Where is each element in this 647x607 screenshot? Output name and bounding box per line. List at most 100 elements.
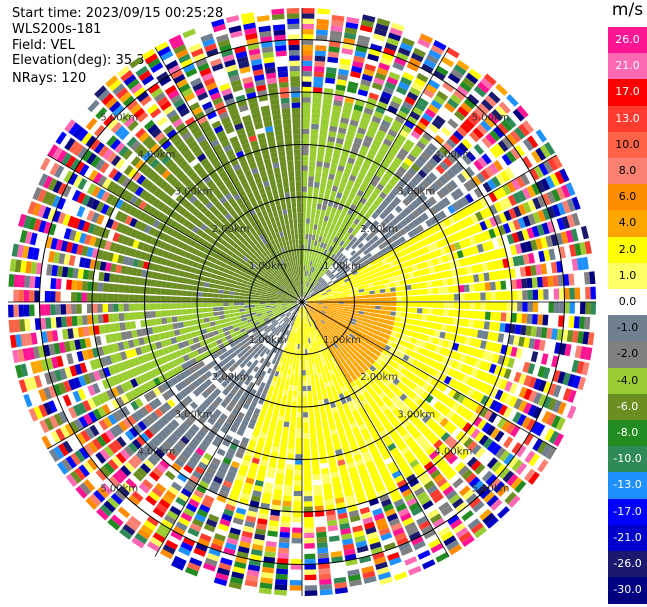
- velocity-gate: [320, 182, 326, 189]
- velocity-gate: [212, 307, 219, 312]
- velocity-gate: [471, 264, 479, 274]
- velocity-gate: [321, 172, 329, 179]
- velocity-gate: [378, 353, 386, 360]
- velocity-gate: [326, 292, 333, 295]
- velocity-gate: [333, 249, 339, 255]
- velocity-gate: [317, 145, 326, 152]
- velocity-gate: [330, 266, 336, 273]
- velocity-gate: [497, 333, 505, 343]
- velocity-gate: [461, 138, 473, 150]
- velocity-gate: [224, 282, 231, 287]
- velocity-gate: [503, 368, 512, 380]
- velocity-gate: [313, 187, 319, 193]
- velocity-gate: [400, 76, 412, 86]
- velocity-gate: [307, 186, 313, 193]
- velocity-gate: [454, 293, 460, 301]
- velocity-gate: [390, 266, 397, 272]
- velocity-gate: [403, 224, 412, 233]
- velocity-gate: [484, 397, 494, 408]
- velocity-gate: [374, 350, 382, 357]
- velocity-gate: [412, 218, 421, 227]
- velocity-gate: [29, 304, 35, 317]
- velocity-gate: [309, 291, 315, 296]
- velocity-gate: [358, 235, 365, 243]
- velocity-gate: [347, 179, 355, 187]
- velocity-gate: [356, 189, 364, 197]
- velocity-gate: [397, 110, 408, 120]
- velocity-gate: [330, 190, 337, 197]
- velocity-gate: [149, 303, 156, 310]
- velocity-gate: [303, 281, 306, 287]
- velocity-gate: [372, 263, 379, 270]
- velocity-gate: [327, 56, 339, 64]
- velocity-gate: [363, 287, 370, 292]
- velocity-gate: [454, 302, 460, 309]
- velocity-gate: [446, 153, 457, 164]
- velocity-gate: [304, 270, 307, 277]
- velocity-gate: [312, 304, 318, 307]
- velocity-gate: [459, 55, 473, 67]
- velocity-gate: [406, 290, 413, 296]
- velocity-gate: [482, 181, 492, 193]
- velocity-gate: [344, 224, 350, 232]
- velocity-gate: [270, 303, 276, 306]
- velocity-gate: [337, 276, 343, 281]
- velocity-gate: [406, 153, 417, 163]
- velocity-gate: [331, 288, 337, 292]
- velocity-gate: [428, 235, 436, 244]
- velocity-gate: [224, 286, 230, 291]
- velocity-gate: [527, 213, 536, 226]
- velocity-gate: [274, 430, 282, 437]
- velocity-gate: [425, 127, 436, 138]
- velocity-gate: [516, 313, 523, 323]
- velocity-gate: [316, 263, 321, 270]
- velocity-gate: [81, 281, 88, 291]
- velocity-gate: [318, 285, 324, 290]
- velocity-gate: [443, 309, 449, 316]
- velocity-gate: [327, 304, 334, 307]
- velocity-gate: [352, 315, 358, 320]
- velocity-gate: [311, 297, 318, 300]
- velocity-gate: [561, 329, 569, 342]
- velocity-gate: [202, 297, 208, 302]
- velocity-gate: [361, 280, 368, 286]
- velocity-gate: [480, 302, 486, 310]
- velocity-gate: [318, 447, 326, 454]
- velocity-gate: [290, 422, 296, 428]
- velocity-gate: [102, 313, 109, 323]
- velocity-gate: [361, 224, 369, 232]
- velocity-gate: [412, 331, 419, 339]
- velocity-gate: [309, 369, 314, 376]
- velocity-gate: [376, 18, 391, 27]
- velocity-gate: [332, 9, 346, 17]
- velocity-gate: [569, 244, 577, 257]
- velocity-gate: [338, 68, 349, 76]
- velocity-gate: [399, 280, 406, 286]
- velocity-gate: [514, 144, 526, 157]
- velocity-gate: [285, 469, 294, 476]
- velocity-gate: [289, 358, 293, 365]
- velocity-gate: [326, 310, 332, 314]
- velocity-gate: [369, 309, 376, 313]
- velocity-gate: [372, 235, 379, 242]
- velocity-gate: [493, 226, 502, 237]
- velocity-gate: [466, 376, 475, 387]
- velocity-gate: [305, 294, 310, 299]
- velocity-gate: [344, 213, 352, 220]
- velocity-gate: [351, 186, 359, 194]
- velocity-gate: [361, 342, 369, 348]
- velocity-gate: [366, 171, 375, 179]
- velocity-gate: [537, 365, 546, 378]
- velocity-gate: [434, 213, 443, 222]
- velocity-gate: [461, 267, 468, 276]
- velocity-gate: [297, 396, 302, 402]
- velocity-gate: [427, 302, 434, 308]
- velocity-gate: [302, 102, 311, 108]
- velocity-gate: [367, 53, 380, 62]
- velocity-gate: [560, 231, 569, 244]
- velocity-gate: [359, 274, 366, 279]
- velocity-gate: [348, 191, 356, 199]
- velocity-gate: [495, 312, 502, 321]
- velocity-gate: [408, 221, 416, 230]
- velocity-gate: [207, 302, 213, 307]
